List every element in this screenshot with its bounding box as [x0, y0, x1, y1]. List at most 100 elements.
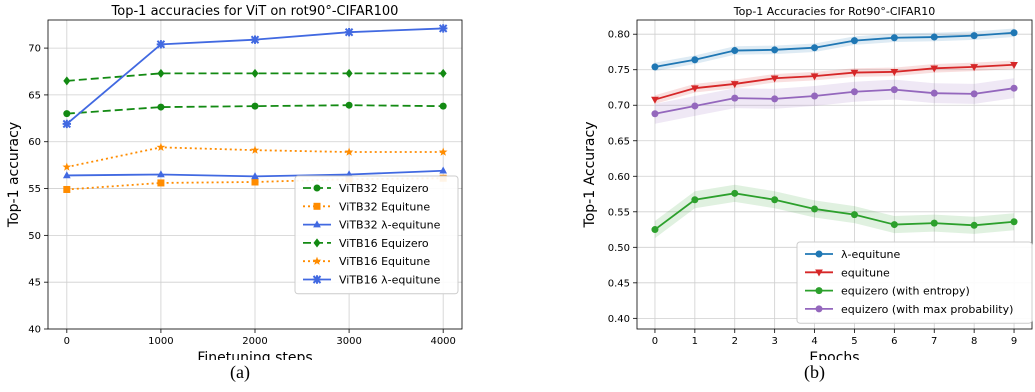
y-tick-label: 65: [28, 90, 41, 101]
y-tick-label: 0.60: [608, 172, 630, 183]
legend: λ-equituneequituneequizero (with entropy…: [797, 242, 1032, 323]
data-point: [691, 102, 698, 109]
y-tick-label: 40: [28, 325, 41, 336]
legend-label: ViTB32 Equizero: [339, 182, 429, 195]
x-tick-label: 6: [891, 336, 897, 347]
data-point: [691, 196, 698, 203]
data-point: [651, 110, 658, 117]
data-point: [439, 24, 447, 32]
data-point: [971, 90, 978, 97]
data-point: [251, 35, 259, 43]
data-point: [651, 63, 658, 70]
legend-swatch-marker: [314, 203, 321, 210]
legend-swatch-marker: [816, 287, 823, 294]
data-point: [440, 103, 447, 110]
data-point: [63, 186, 70, 193]
data-point: [731, 47, 738, 54]
x-tick-label: 0: [652, 336, 658, 347]
y-tick-label: 70: [28, 44, 41, 55]
legend-swatch-marker: [816, 305, 823, 312]
legend-label: ViTB32 λ-equitune: [339, 219, 441, 232]
legend-label: equitune: [841, 266, 890, 279]
data-point: [252, 178, 259, 185]
data-point: [931, 220, 938, 227]
y-tick-label: 0.40: [608, 314, 630, 325]
caption-b: (b): [804, 362, 825, 383]
legend-label: ViTB16 λ-equitune: [339, 274, 441, 287]
legend-swatch-marker: [816, 251, 823, 258]
y-tick-label: 0.80: [608, 30, 630, 41]
x-tick-label: 2000: [242, 336, 267, 347]
data-point: [651, 226, 658, 233]
y-tick-label: 55: [28, 184, 41, 195]
data-point: [771, 46, 778, 53]
y-tick-label: 0.50: [608, 243, 630, 254]
data-point: [63, 120, 71, 128]
data-point: [252, 69, 259, 78]
y-tick-label: 0.75: [608, 65, 630, 76]
legend-label: equizero (with entropy): [841, 285, 970, 298]
data-point: [931, 34, 938, 41]
x-tick-label: 5: [851, 336, 857, 347]
x-tick-label: 7: [931, 336, 937, 347]
data-point: [811, 44, 818, 51]
x-tick-label: 3000: [336, 336, 361, 347]
x-tick-label: 8: [971, 336, 977, 347]
y-axis-label: Top-1 accuracy: [6, 122, 22, 228]
legend: ViTB32 Equizero ViTB32 Equitune ViTB32 λ-e…: [295, 176, 458, 294]
data-point: [346, 69, 353, 78]
data-point: [346, 102, 353, 109]
data-point: [851, 211, 858, 218]
data-point: [891, 221, 898, 228]
y-tick-label: 60: [28, 137, 41, 148]
data-point: [345, 28, 353, 36]
data-point: [851, 88, 858, 95]
data-point: [771, 95, 778, 102]
legend-swatch-marker: [314, 185, 321, 192]
data-point: [851, 37, 858, 44]
data-point: [731, 190, 738, 197]
data-point: [691, 56, 698, 63]
y-tick-label: 0.55: [608, 207, 630, 218]
data-point: [1011, 218, 1018, 225]
data-point: [971, 32, 978, 39]
chart-title: Top-1 Accuracies for Rot90°-CIFAR10: [733, 5, 935, 18]
data-point: [1011, 29, 1018, 36]
legend-label: ViTB16 Equitune: [339, 255, 430, 268]
data-point: [157, 69, 164, 78]
data-point: [811, 93, 818, 100]
y-tick-label: 0.65: [608, 136, 630, 147]
data-point: [971, 222, 978, 229]
x-tick-label: 4: [811, 336, 817, 347]
legend-label: ViTB32 Equitune: [339, 200, 430, 213]
y-tick-label: 0.70: [608, 101, 630, 112]
y-axis-label: Top-1 Accuracy: [582, 122, 598, 229]
legend-label: equizero (with max probability): [841, 303, 1013, 316]
data-point: [891, 34, 898, 41]
x-tick-label: 3: [771, 336, 777, 347]
chart-title: Top-1 accuracies for ViT on rot90°-CIFAR…: [111, 4, 399, 19]
data-point: [63, 76, 70, 85]
chart-a: 0 1000 2000 3000 4000 40 45 50 55 60 65 70 Top-1 acc…: [0, 0, 500, 360]
legend-label: ViTB16 Equizero: [339, 237, 429, 250]
data-point: [157, 40, 165, 48]
legend-swatch-marker: [313, 275, 321, 283]
data-point: [157, 104, 164, 111]
y-tick-label: 50: [28, 231, 41, 242]
x-tick-label: 1: [692, 336, 698, 347]
x-axis-label: Epochs: [809, 350, 859, 360]
data-point: [63, 110, 70, 117]
data-point: [157, 179, 164, 186]
chart-b: 0 1 2 3 4 5 6 7 8 9 0.40 0.45 0.50 0.55 0.60 0.65 0.70 0.…: [540, 0, 1035, 360]
data-point: [811, 205, 818, 212]
x-tick-label: 1000: [148, 336, 173, 347]
y-tick-label: 0.45: [608, 278, 630, 289]
data-point: [252, 103, 259, 110]
x-tick-label: 9: [1011, 336, 1017, 347]
data-point: [1011, 85, 1018, 92]
caption-a: (a): [230, 362, 250, 383]
data-point: [731, 95, 738, 102]
x-axis-label: Finetuning steps: [197, 350, 312, 360]
x-tick-label: 2: [732, 336, 738, 347]
data-point: [891, 86, 898, 93]
